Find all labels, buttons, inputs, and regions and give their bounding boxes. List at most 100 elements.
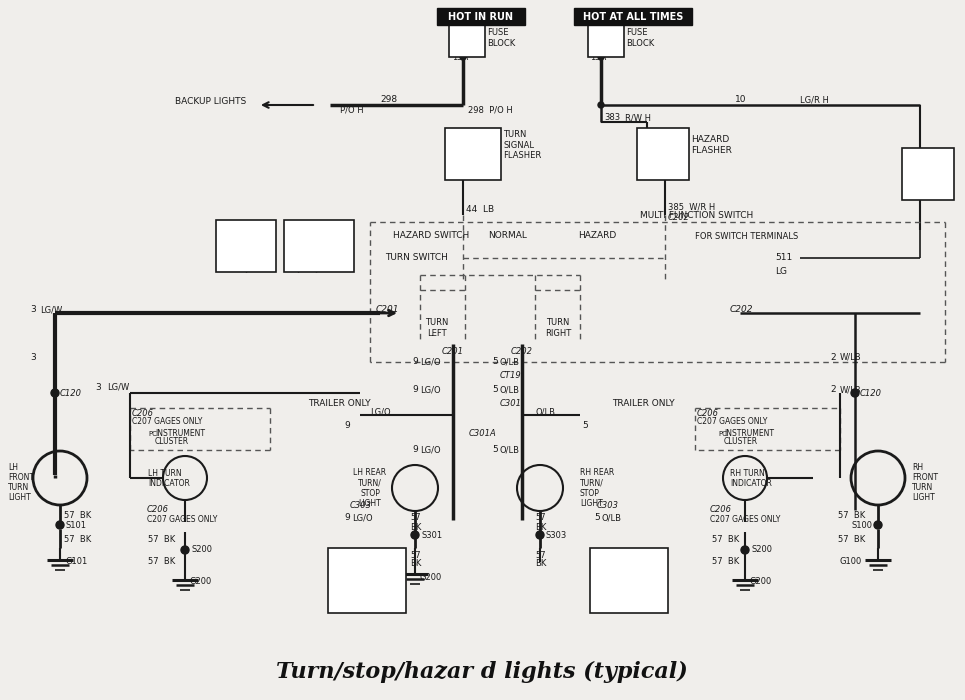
- Text: HORN
SWITCH: HORN SWITCH: [218, 224, 248, 244]
- Text: 385  W/R H: 385 W/R H: [668, 202, 715, 211]
- Text: 9: 9: [345, 421, 350, 430]
- Text: C206: C206: [697, 409, 719, 417]
- Text: C201: C201: [442, 347, 464, 356]
- Text: LH: LH: [8, 463, 18, 473]
- Text: C120: C120: [60, 389, 82, 398]
- Bar: [574, 8, 692, 25]
- Text: INSTRUMENT: INSTRUMENT: [155, 430, 205, 438]
- Text: INSTRUMENT: INSTRUMENT: [724, 430, 774, 438]
- Text: C120: C120: [860, 389, 882, 398]
- Text: LG: LG: [775, 267, 787, 276]
- Text: RH TURN: RH TURN: [730, 470, 764, 479]
- Circle shape: [851, 389, 859, 397]
- Text: 10: 10: [735, 95, 747, 104]
- Text: LIGHT: LIGHT: [912, 494, 935, 503]
- Text: LG/O: LG/O: [420, 386, 441, 395]
- Text: CT19: CT19: [500, 372, 522, 381]
- Bar: [216, 220, 276, 272]
- Text: G200: G200: [750, 578, 772, 587]
- Text: BK: BK: [535, 559, 546, 568]
- Bar: [449, 25, 485, 57]
- Text: C303: C303: [597, 500, 619, 510]
- Text: TO
TRAILER
RH
TURN/STOP
LIGHTS: TO TRAILER RH TURN/STOP LIGHTS: [607, 547, 650, 598]
- Text: FUSE
BLOCK: FUSE BLOCK: [626, 28, 654, 48]
- Text: G200: G200: [190, 578, 212, 587]
- Text: 57  BK: 57 BK: [64, 510, 92, 519]
- Text: S101: S101: [66, 521, 87, 529]
- Circle shape: [598, 54, 604, 60]
- Text: 3: 3: [95, 382, 100, 391]
- Text: TRAILER ONLY: TRAILER ONLY: [612, 398, 675, 407]
- Text: 1: 1: [597, 28, 602, 37]
- Text: FRONT: FRONT: [8, 473, 34, 482]
- Text: C206: C206: [132, 409, 154, 417]
- Text: MULTI FUNCTION SWITCH: MULTI FUNCTION SWITCH: [640, 211, 754, 220]
- Circle shape: [181, 546, 189, 554]
- Text: 57  BK: 57 BK: [838, 536, 866, 545]
- Text: BK: BK: [535, 522, 546, 531]
- Text: S200: S200: [191, 545, 212, 554]
- Text: C207 GAGES ONLY: C207 GAGES ONLY: [147, 515, 217, 524]
- Circle shape: [460, 54, 466, 60]
- Circle shape: [411, 531, 419, 539]
- Text: LH TURN: LH TURN: [148, 470, 181, 479]
- Text: CLUSTER: CLUSTER: [155, 438, 189, 447]
- Text: P/O H: P/O H: [340, 106, 364, 115]
- Text: C202: C202: [511, 347, 533, 356]
- Text: C201: C201: [376, 305, 400, 314]
- Text: FRONT: FRONT: [912, 473, 938, 482]
- Text: 5: 5: [492, 445, 498, 454]
- Text: C207 GAGES ONLY: C207 GAGES ONLY: [132, 417, 203, 426]
- Text: 57  BK: 57 BK: [148, 557, 176, 566]
- Text: 57  BK: 57 BK: [712, 536, 739, 545]
- Text: 57  BK: 57 BK: [64, 536, 92, 545]
- Text: O/LB: O/LB: [535, 407, 555, 416]
- Text: LG/O: LG/O: [352, 514, 372, 522]
- Text: LG/O: LG/O: [420, 358, 441, 367]
- Text: 57: 57: [410, 552, 421, 561]
- Text: RH: RH: [912, 463, 924, 473]
- Text: C202: C202: [730, 305, 754, 314]
- Text: HOT IN RUN: HOT IN RUN: [449, 11, 513, 22]
- Text: 57: 57: [535, 552, 545, 561]
- Text: LG/O: LG/O: [370, 407, 391, 416]
- Text: HAZARD: HAZARD: [578, 230, 617, 239]
- Text: O/LB: O/LB: [500, 445, 520, 454]
- Text: 5: 5: [458, 28, 463, 37]
- Text: O/LB: O/LB: [500, 386, 520, 395]
- Text: O/LB: O/LB: [602, 514, 622, 522]
- Text: C206: C206: [710, 505, 732, 514]
- Text: LG/R H: LG/R H: [800, 95, 829, 104]
- Text: TURN
LEFT: TURN LEFT: [426, 318, 449, 337]
- Text: INDICATOR: INDICATOR: [730, 480, 772, 489]
- Text: 15A: 15A: [452, 53, 468, 62]
- Text: TRAILER ONLY: TRAILER ONLY: [308, 398, 371, 407]
- Bar: [437, 8, 525, 25]
- Circle shape: [741, 546, 749, 554]
- Text: RH REAR
TURN/
STOP
LIGHT: RH REAR TURN/ STOP LIGHT: [580, 468, 615, 508]
- Text: C207 GAGES ONLY: C207 GAGES ONLY: [697, 417, 767, 426]
- Text: R/W H: R/W H: [625, 113, 651, 122]
- Text: LG/O: LG/O: [420, 445, 441, 454]
- Text: BK: BK: [410, 559, 422, 568]
- Text: TURN SWITCH: TURN SWITCH: [385, 253, 448, 262]
- Text: 511: 511: [775, 253, 792, 262]
- Text: HOT AT ALL TIMES: HOT AT ALL TIMES: [583, 11, 683, 22]
- Text: 5: 5: [594, 514, 600, 522]
- Circle shape: [598, 102, 604, 108]
- Circle shape: [536, 531, 544, 539]
- Text: 57: 57: [410, 514, 421, 522]
- Text: 2: 2: [830, 386, 836, 395]
- Text: DIMMER
SWITCH: DIMMER SWITCH: [286, 224, 317, 244]
- Text: HAZARD SWITCH: HAZARD SWITCH: [393, 230, 469, 239]
- Text: C202: C202: [668, 214, 690, 223]
- Text: 57: 57: [535, 514, 545, 522]
- Bar: [637, 128, 689, 180]
- Circle shape: [56, 521, 64, 529]
- Text: O/LB: O/LB: [500, 358, 520, 367]
- Text: 3: 3: [30, 354, 36, 363]
- Text: Turn/stop/hazar d lights (typical): Turn/stop/hazar d lights (typical): [276, 661, 688, 683]
- Text: STOP
LIGHT
SWITCH: STOP LIGHT SWITCH: [904, 148, 937, 178]
- Text: FOR SWITCH TERMINALS: FOR SWITCH TERMINALS: [695, 232, 798, 241]
- Text: W/LB: W/LB: [840, 386, 862, 395]
